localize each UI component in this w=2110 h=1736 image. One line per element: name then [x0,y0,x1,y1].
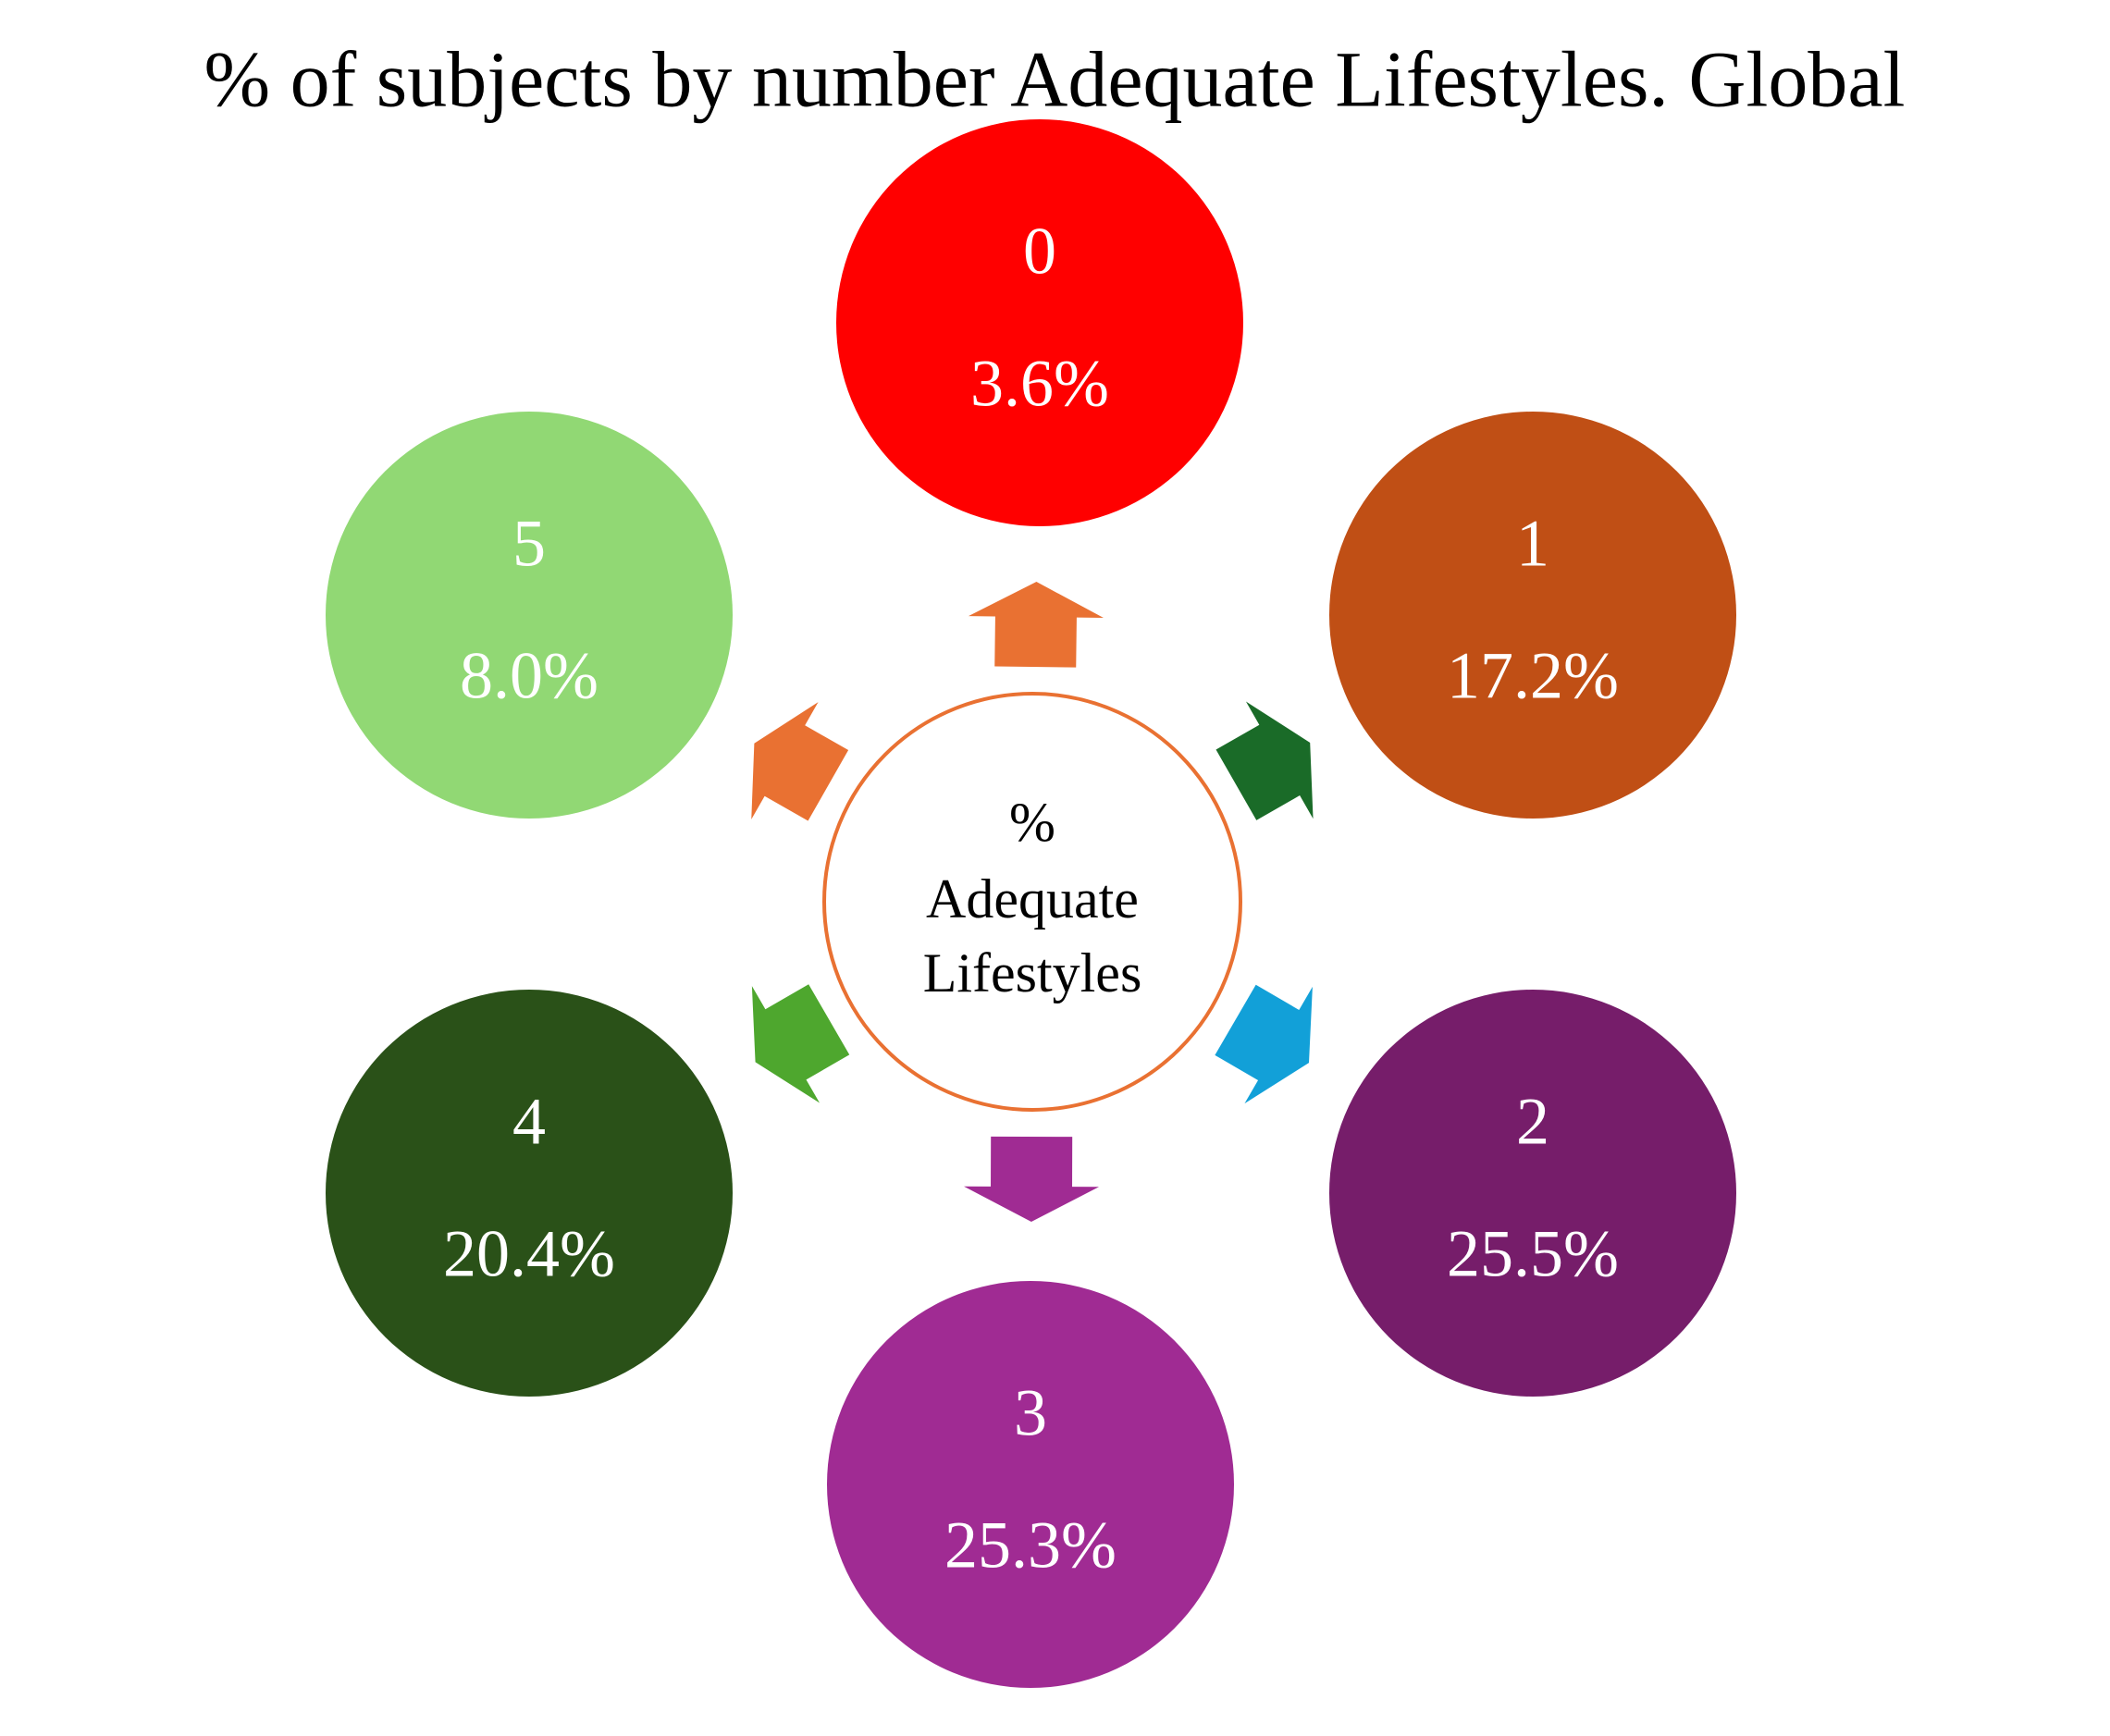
arrow [1215,984,1313,1104]
center-label: Adequate [926,868,1139,930]
node-label: 4 [512,1085,546,1159]
node-label: 5 [512,507,546,581]
node-label: 1 [1516,507,1549,581]
arrow [968,582,1104,668]
node-circle [1329,412,1736,819]
node-label: 0 [1023,215,1056,289]
node-circle [1329,990,1736,1397]
arrow [964,1136,1100,1222]
center-label: % [1009,792,1055,853]
arrow [751,702,849,821]
center-circle [822,692,1242,1112]
node-value: 3.6% [970,347,1109,421]
title: % of subjects by number Adequate Lifesty… [204,35,1905,124]
arrow [751,984,850,1103]
node-circle [326,412,733,819]
node-circle [836,119,1243,526]
center-label: Lifestyles [923,942,1142,1003]
node-value: 8.0% [460,639,598,713]
node-circle [827,1281,1234,1688]
node-label: 3 [1014,1376,1047,1450]
node-value: 25.5% [1447,1217,1619,1291]
arrow [1215,701,1314,820]
node-value: 17.2% [1447,639,1619,713]
node-value: 25.3% [944,1508,1117,1582]
node-label: 2 [1516,1085,1549,1159]
node-circle [326,990,733,1397]
node-value: 20.4% [443,1217,615,1291]
